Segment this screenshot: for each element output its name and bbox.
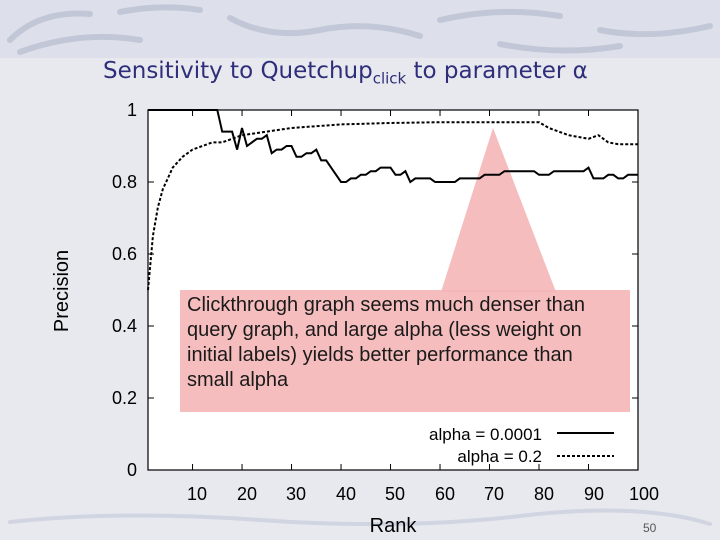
callout-pointer (441, 128, 556, 292)
callout-text: Clickthrough graph seems much denser tha… (187, 294, 585, 391)
x-tick-label: 50 (385, 484, 405, 504)
y-tick-label: 0.4 (112, 316, 137, 336)
title-subscript: click (372, 69, 407, 88)
callout-box (180, 290, 630, 412)
x-tick-label: 90 (584, 484, 604, 504)
series-line-1 (148, 109, 638, 184)
x-tick-label: 20 (237, 484, 257, 504)
series-lines (147, 109, 638, 291)
x-tick-label: 30 (286, 484, 306, 504)
x-tick-label: 80 (534, 484, 554, 504)
y-tick-label: 0 (127, 460, 137, 480)
legend-label-series-1: alpha = 0.0001 (429, 425, 542, 444)
x-axis-label: Rank (370, 515, 418, 537)
page-number: 50 (643, 521, 657, 535)
y-tick-labels: 0 0.2 0.4 0.6 0.8 1 (112, 100, 137, 480)
legend-label-series-2: alpha = 0.2 (457, 447, 542, 466)
tick-marks (148, 109, 639, 471)
title-prefix: Sensitivity to Quetchup (103, 58, 373, 84)
y-tick-label: 0.2 (112, 388, 137, 408)
x-tick-label: 40 (336, 484, 356, 504)
x-tick-label: 10 (187, 484, 207, 504)
legend: alpha = 0.0001 alpha = 0.2 (429, 425, 614, 466)
slide-title: Sensitivity to Quetchupclick to paramete… (103, 58, 588, 88)
title-suffix: to parameter α (406, 58, 588, 84)
x-tick-label: 60 (435, 484, 455, 504)
y-tick-label: 0.6 (112, 244, 137, 264)
y-tick-label: 1 (127, 100, 137, 120)
x-tick-label: 100 (629, 484, 659, 504)
series-line-2 (147, 121, 638, 291)
x-tick-label: 70 (484, 484, 504, 504)
x-tick-labels: 10 20 30 40 50 60 70 80 90 100 (187, 484, 659, 504)
y-tick-label: 0.8 (112, 172, 137, 192)
y-axis-label: Precision (51, 250, 73, 332)
